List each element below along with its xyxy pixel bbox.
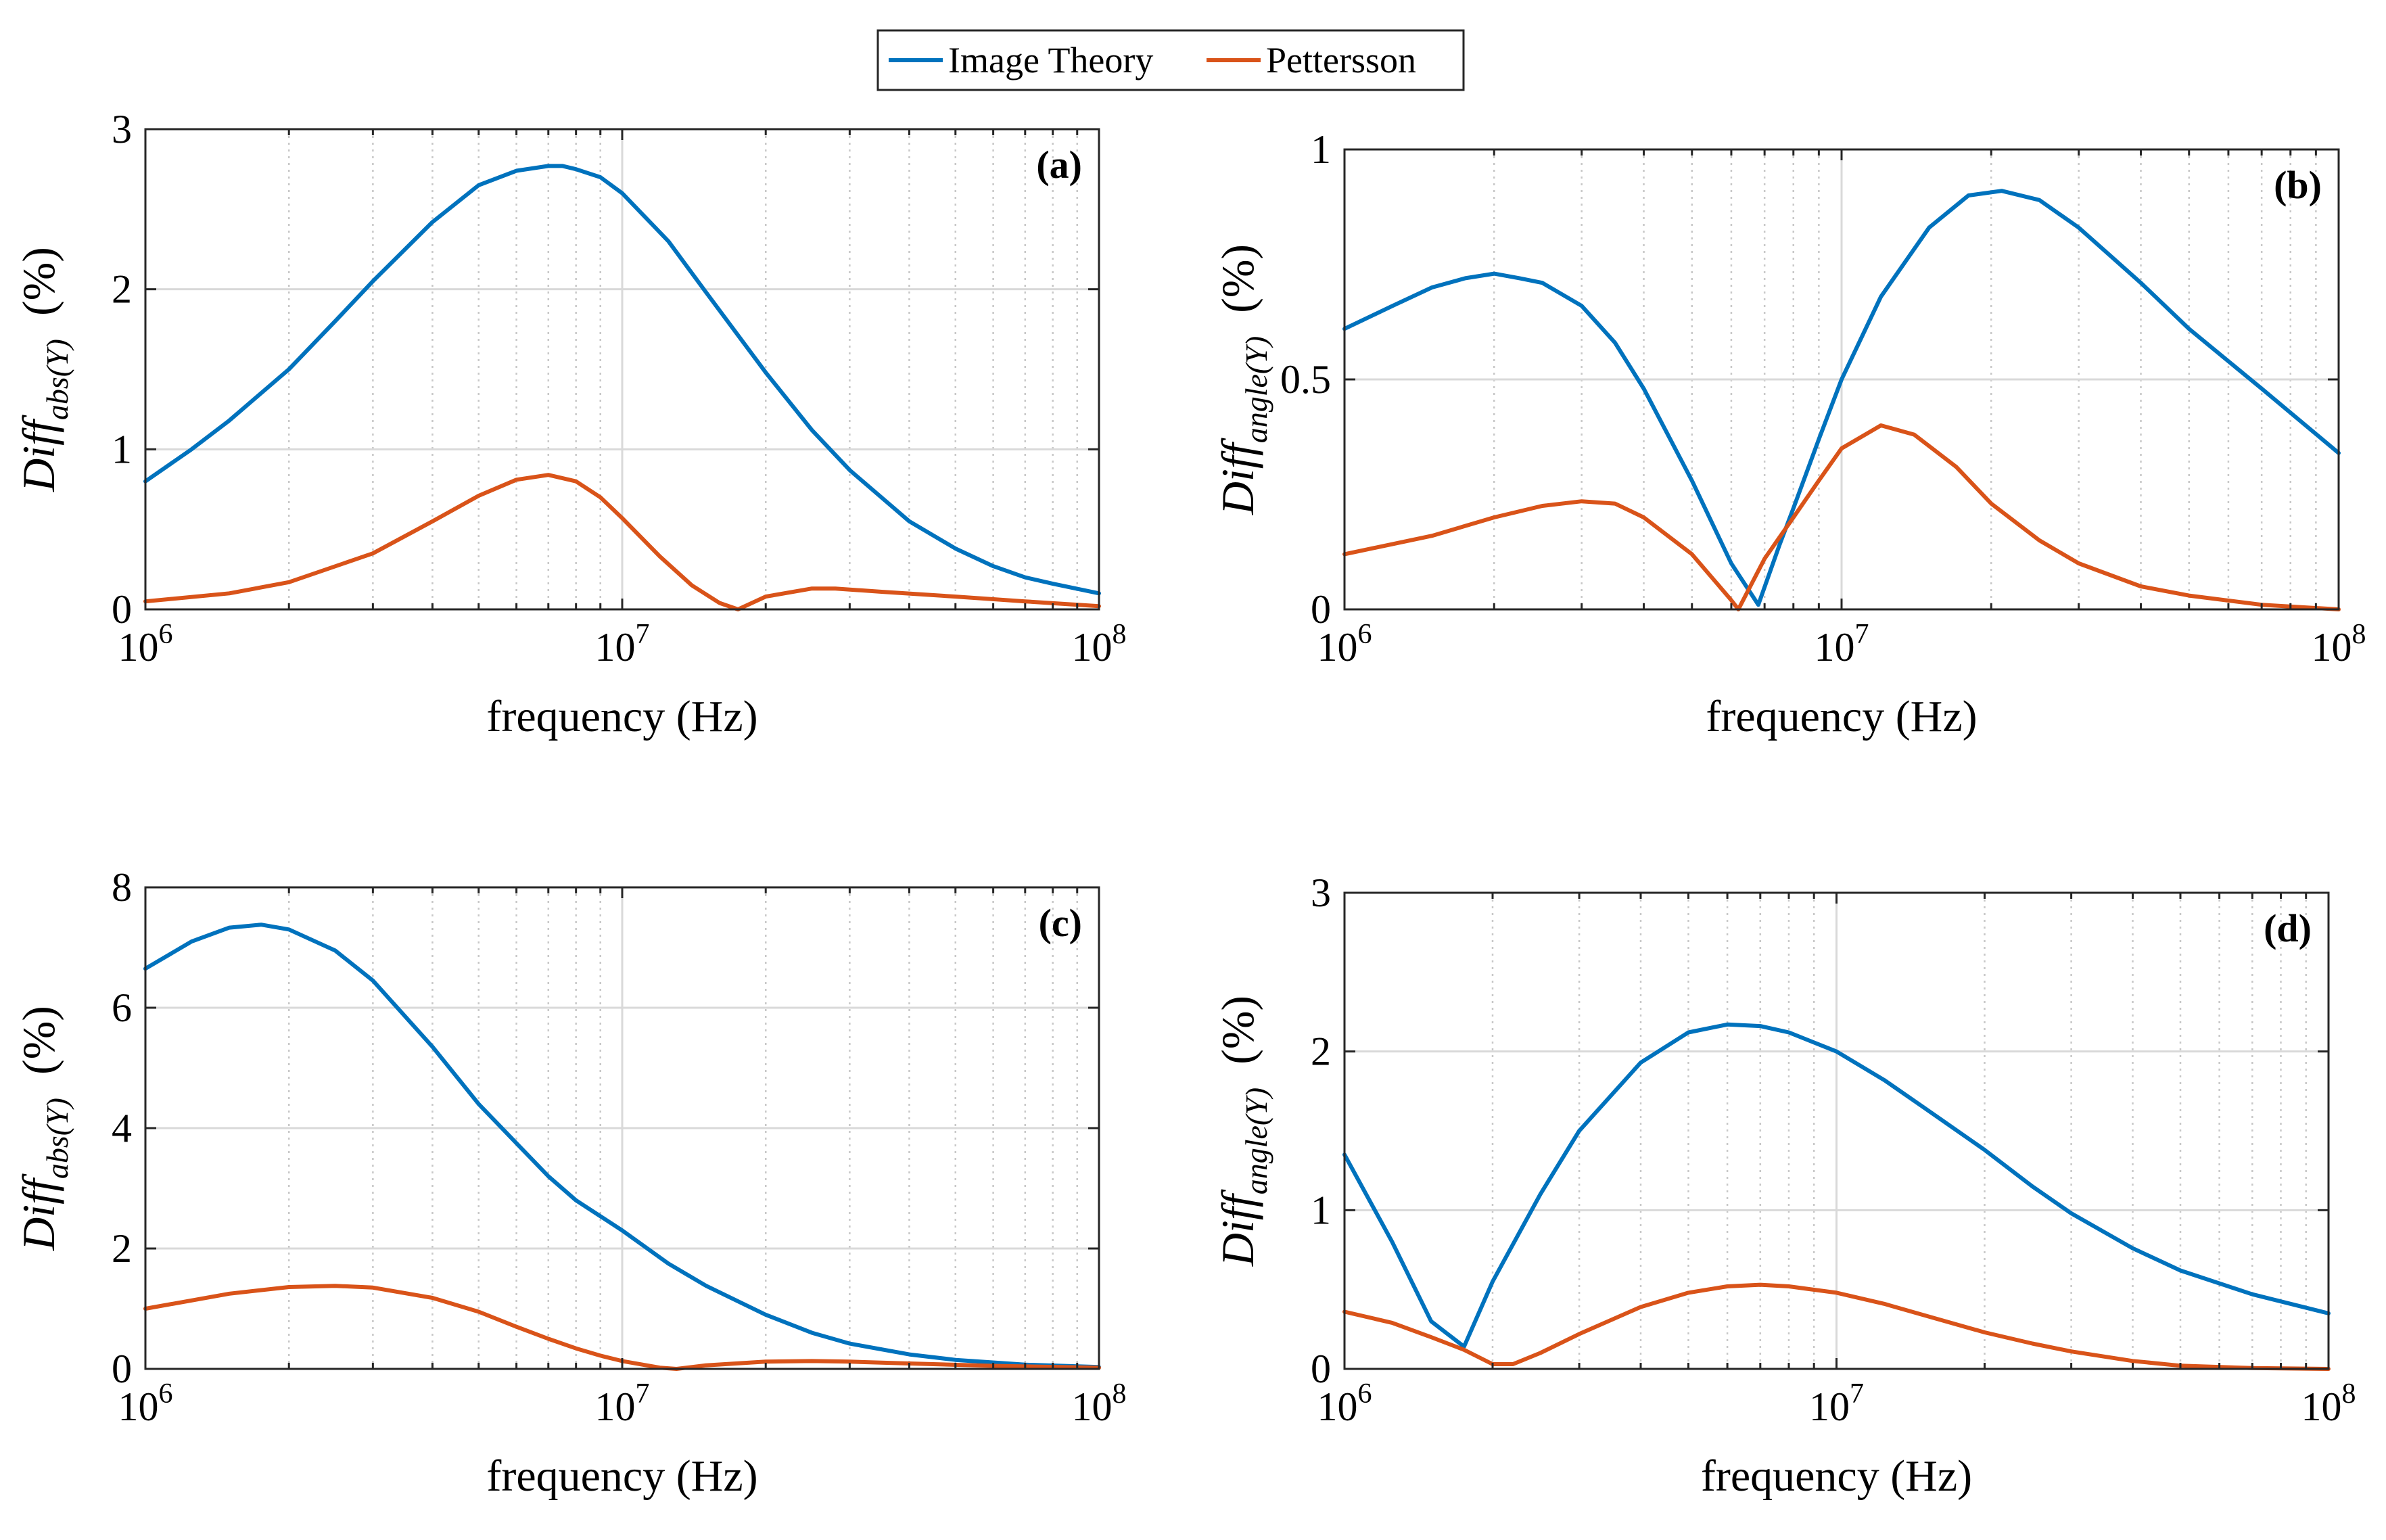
panel-b: 106 107 108 0 0.5 1 frequency (Hz) Diffangle(Y)… xyxy=(1212,127,2366,741)
panel-b-x-tick-label: 108 xyxy=(2312,619,2366,670)
panel-c-x-tick-label: 108 xyxy=(1072,1378,1127,1429)
panel-b-x-tick-label: 106 xyxy=(1317,619,1372,670)
panel-a-series-pettersson xyxy=(143,473,1101,611)
panel-d-y-axis-label: Diffangle(Y) (%) xyxy=(1212,996,1273,1267)
panel-b-series-pettersson xyxy=(1342,423,2341,611)
panel-a-y-tick-label: 2 xyxy=(112,267,132,312)
panel-d-tag: (d) xyxy=(2264,906,2312,950)
panel-a-x-tick-label: 107 xyxy=(595,619,650,670)
legend: Image Theory Pettersson xyxy=(876,29,1465,91)
panel-a-y-axis-label: Diffabs(Y) (%) xyxy=(13,247,74,492)
panel-c-y-tick-label: 2 xyxy=(112,1226,132,1271)
panel-c-y-tick-label: 4 xyxy=(112,1106,132,1150)
panel-b-y-tick-label: 0.5 xyxy=(1280,357,1331,402)
legend-box xyxy=(876,29,1465,91)
panel-c-y-tick-label: 8 xyxy=(112,865,132,910)
legend-label-image-theory: Image Theory xyxy=(948,40,1153,80)
panel-d-y-tick-label: 2 xyxy=(1311,1029,1331,1074)
panel-b-y-tick-label: 0 xyxy=(1311,587,1331,632)
panel-b-series-image-theory xyxy=(1342,189,2341,607)
panel-d-series-pettersson xyxy=(1342,1282,2331,1371)
panel-d-y-tick-label: 0 xyxy=(1311,1347,1331,1391)
panel-c-x-tick-label: 107 xyxy=(595,1378,650,1429)
panel-c-y-tick-label: 6 xyxy=(112,985,132,1030)
panel-c-y-axis-label: Diffabs(Y) (%) xyxy=(13,1006,74,1251)
panel-d-x-tick-label: 106 xyxy=(1317,1378,1372,1429)
panel-d-x-tick-label: 108 xyxy=(2301,1378,2356,1429)
panel-a-x-tick-label: 108 xyxy=(1072,619,1127,670)
panel-a-y-tick-label: 0 xyxy=(112,587,132,632)
panel-a-y-tick-label: 3 xyxy=(112,107,132,151)
panel-c: 106 107 108 0 2 4 6 8 frequency (Hz) Diffabs(Y) (… xyxy=(13,865,1127,1501)
panel-c-tag: (c) xyxy=(1039,901,1082,945)
panel-a-series-image-theory xyxy=(143,164,1101,596)
panel-c-x-tick-label: 106 xyxy=(118,1378,173,1429)
panel-b-y-tick-label: 1 xyxy=(1311,127,1331,172)
panel-d-y-tick-label: 3 xyxy=(1311,870,1331,915)
panel-a-x-axis-label: frequency (Hz) xyxy=(486,692,757,741)
panel-a-tag: (a) xyxy=(1036,143,1082,187)
panel-d-x-axis-label: frequency (Hz) xyxy=(1701,1451,1972,1501)
panel-b-tag: (b) xyxy=(2274,163,2322,207)
panel-c-x-axis-label: frequency (Hz) xyxy=(486,1451,757,1501)
panel-c-series-image-theory xyxy=(143,923,1101,1370)
panel-b-x-axis-label: frequency (Hz) xyxy=(1706,692,1977,741)
panel-c-y-tick-label: 0 xyxy=(112,1347,132,1391)
panel-d-x-tick-label: 107 xyxy=(1809,1378,1864,1429)
panel-d-y-tick-label: 1 xyxy=(1311,1188,1331,1232)
panel-b-y-axis-label: Diffangle(Y) (%) xyxy=(1212,244,1273,515)
panel-d-series-image-theory xyxy=(1342,1022,2331,1349)
legend-label-pettersson: Pettersson xyxy=(1266,40,1416,80)
panel-a: 106 107 108 0 1 2 3 frequency (Hz) Diffabs(Y) (%… xyxy=(13,107,1127,741)
panel-a-y-tick-label: 1 xyxy=(112,427,132,471)
panel-a-x-tick-label: 106 xyxy=(118,619,173,670)
panel-d: 106 107 108 0 1 2 3 frequency (Hz) Diffangle(Y) … xyxy=(1212,870,2356,1501)
panel-b-x-tick-label: 107 xyxy=(1815,619,1869,670)
panel-c-series-pettersson xyxy=(143,1284,1101,1371)
